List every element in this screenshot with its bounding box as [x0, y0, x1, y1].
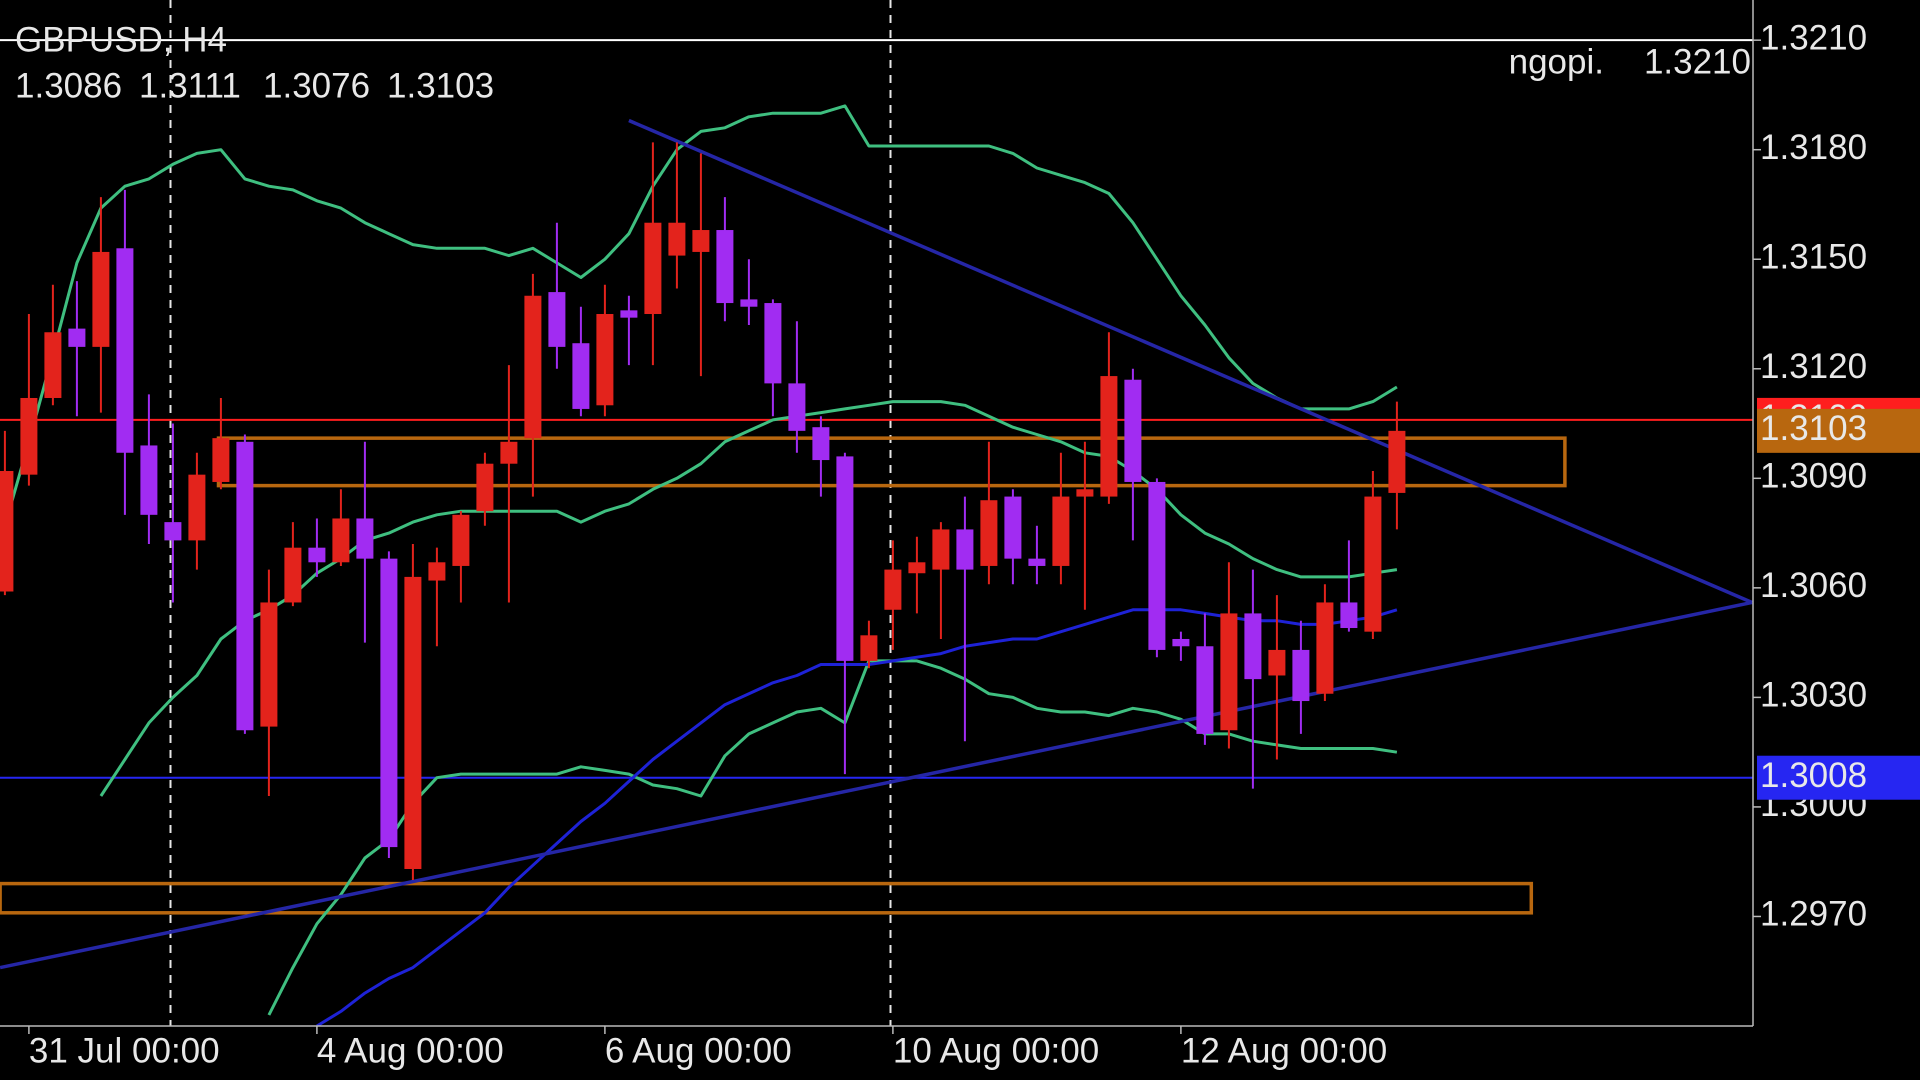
candle-body	[1148, 481, 1166, 650]
candle-body	[908, 562, 926, 574]
candle-body	[860, 635, 878, 661]
candle-body	[740, 299, 758, 307]
candle-body	[500, 441, 518, 464]
candle-body	[116, 248, 134, 453]
y-tick-label: 1.3030	[1760, 676, 1867, 715]
y-tick-label: 1.3150	[1760, 237, 1867, 276]
zone-rectangle	[0, 881, 1534, 915]
candle-body	[404, 576, 422, 869]
candle-body	[1364, 496, 1382, 632]
candle-body	[260, 602, 278, 727]
x-tick-label: 12 Aug 00:00	[1181, 1031, 1387, 1070]
candle-body	[188, 474, 206, 541]
current-price-label: 1.3103	[1760, 409, 1867, 448]
candle-body	[0, 471, 14, 592]
indicator-line	[316, 608, 1398, 1026]
candle-body	[1268, 649, 1286, 676]
labels: GBPUSD, H4 1.3086 1.3111 1.3076 1.3103	[15, 20, 494, 105]
y-tick-label: 1.3090	[1760, 457, 1867, 496]
candle-body	[524, 295, 542, 439]
candle-body	[428, 562, 446, 581]
candle-body	[164, 522, 182, 541]
price-label-box	[1757, 755, 1920, 800]
candle-body	[1004, 496, 1022, 559]
candle-body	[212, 438, 230, 482]
ohlc-open: 1.3086	[15, 66, 122, 105]
x-tick-label: 10 Aug 00:00	[893, 1031, 1099, 1070]
candle-body	[596, 314, 614, 406]
candle-body	[788, 383, 806, 431]
candle-body	[620, 310, 638, 318]
candle-body	[1292, 649, 1310, 702]
candle-body	[1028, 558, 1046, 566]
trend-line	[0, 600, 1753, 970]
price-label: 1.3008	[1760, 756, 1867, 795]
candle-body	[452, 514, 470, 566]
candle-body	[644, 222, 662, 315]
candle-body	[1076, 489, 1094, 497]
candle-body	[548, 292, 566, 347]
candle-body	[284, 547, 302, 603]
candle-body	[380, 558, 398, 848]
ohlc-low: 1.3076	[263, 66, 370, 105]
ohlc-high: 1.3111	[139, 66, 241, 105]
candle-body	[884, 569, 902, 610]
y-tick-label: 1.3120	[1760, 347, 1867, 386]
candle-body	[44, 332, 62, 398]
line-label-text: ngopi.	[1509, 42, 1604, 81]
candle-body	[1316, 602, 1334, 694]
candle-body	[716, 230, 734, 304]
candle-body	[1100, 376, 1118, 497]
indicator-line	[3, 104, 1398, 527]
plot-area	[0, 0, 1753, 1026]
chart-title: GBPUSD, H4	[15, 20, 227, 59]
y-tick-label: 1.2970	[1760, 895, 1867, 934]
candle-body	[1196, 646, 1214, 734]
candle-body	[692, 230, 710, 252]
candle-body	[1172, 638, 1190, 647]
candle-body	[92, 251, 110, 347]
ohlc-close: 1.3103	[387, 66, 494, 105]
candle-body	[572, 343, 590, 409]
candle-body	[1388, 430, 1406, 493]
candle-body	[812, 427, 830, 461]
x-tick-label: 31 Jul 00:00	[29, 1031, 220, 1070]
candle-body	[980, 500, 998, 566]
trend-line	[628, 118, 1753, 605]
candle-body	[20, 397, 38, 475]
candle-body	[476, 463, 494, 512]
candle-body	[1340, 602, 1358, 629]
candle-body	[764, 303, 782, 384]
candle-body	[836, 456, 854, 661]
line-label-value: 1.3210	[1644, 42, 1751, 81]
candle-body	[956, 529, 974, 570]
y-tick-label: 1.3060	[1760, 566, 1867, 605]
x-tick-label: 6 Aug 00:00	[605, 1031, 792, 1070]
candle-body	[932, 529, 950, 570]
y-tick-label: 1.3180	[1760, 128, 1867, 167]
x-tick-label: 4 Aug 00:00	[317, 1031, 504, 1070]
candle-body	[668, 222, 686, 256]
candle-body	[68, 328, 86, 347]
candle-body	[140, 445, 158, 515]
candle-body	[1124, 379, 1142, 482]
candle-body	[308, 547, 326, 563]
candle-body	[356, 518, 374, 559]
candle-body	[332, 518, 350, 563]
candle-body	[1052, 496, 1070, 566]
candle-body	[236, 441, 254, 731]
candle-body	[1244, 613, 1262, 680]
current-price-box	[1757, 408, 1920, 453]
candle-body	[1220, 613, 1238, 731]
y-tick-label: 1.3210	[1760, 18, 1867, 57]
